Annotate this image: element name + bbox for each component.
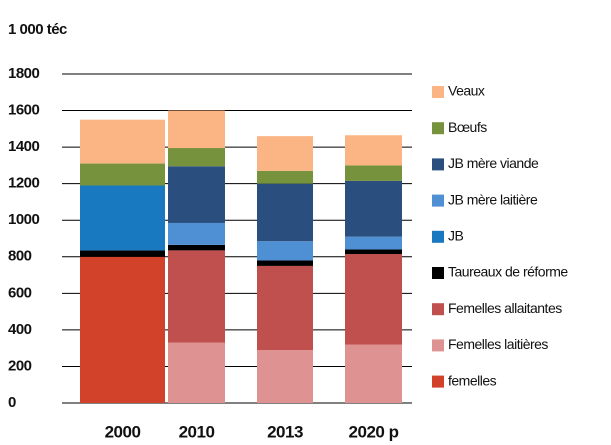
- legend-label: Taureaux de réforme: [448, 264, 568, 280]
- bar-segment: [168, 244, 225, 251]
- bar-segment: [345, 236, 402, 250]
- y-tick-label: 600: [8, 284, 32, 301]
- bar-segment: [257, 241, 313, 261]
- legend-swatch: [432, 122, 444, 135]
- legend-label: JB mère viande: [448, 155, 539, 171]
- bar-segment: [257, 170, 313, 184]
- y-tick-label: 1600: [8, 102, 40, 119]
- bar-segment: [80, 256, 165, 403]
- bar-segment: [257, 136, 313, 171]
- bar-segment: [345, 165, 402, 181]
- bar-segment: [168, 222, 225, 245]
- bar-segment: [168, 166, 225, 223]
- bar-segment: [80, 250, 165, 257]
- legend-swatch: [432, 158, 444, 171]
- bar-segment: [80, 163, 165, 186]
- legend-label: JB mère laitière: [448, 191, 538, 207]
- bar-segment: [345, 180, 402, 237]
- bar-segment: [168, 250, 225, 343]
- bar-segment: [345, 344, 402, 403]
- x-tick-label: 2020 p: [349, 422, 399, 441]
- y-tick-label: 200: [8, 357, 32, 374]
- legend-label: femelles: [448, 372, 497, 388]
- y-tick-label: 1400: [8, 138, 40, 155]
- y-tick-label: 0: [8, 394, 16, 411]
- legend: femelles Femelles laitières Femelles allai…: [432, 83, 569, 388]
- bar-segment: [168, 110, 225, 149]
- bar-segment: [257, 265, 313, 350]
- x-tick-label: 2000: [105, 422, 141, 441]
- x-tick-label: 2013: [267, 422, 303, 441]
- x-tick-label: 2010: [179, 422, 215, 441]
- y-tick-label: 1000: [8, 211, 40, 228]
- bar-segment: [80, 119, 165, 164]
- y-tick-label: 1200: [8, 175, 40, 192]
- y-tick-label: 400: [8, 321, 32, 338]
- legend-swatch: [432, 230, 444, 243]
- chart-title: 1 000 téc: [8, 21, 67, 38]
- legend-swatch: [432, 303, 444, 316]
- legend-label: Bœufs: [448, 119, 487, 135]
- y-tick-label: 1800: [8, 65, 40, 82]
- y-tick-label: 800: [8, 248, 32, 265]
- legend-swatch: [432, 86, 444, 98]
- bar-segment: [257, 183, 313, 242]
- bar-segment: [80, 185, 165, 251]
- legend-swatch: [432, 267, 444, 279]
- bar-segment: [168, 148, 225, 167]
- bar-segment: [168, 342, 225, 403]
- legend-label: Veaux: [448, 83, 485, 99]
- bar-segment: [345, 254, 402, 345]
- legend-label: Femelles allaitantes: [448, 300, 562, 316]
- bar-segment: [345, 135, 402, 166]
- legend-label: JB: [448, 228, 464, 244]
- bar-segment: [257, 349, 313, 403]
- legend-swatch: [432, 339, 444, 352]
- bar-segment: [257, 260, 313, 266]
- legend-swatch: [432, 194, 444, 207]
- legend-swatch: [432, 375, 444, 388]
- bar-segment: [345, 249, 402, 255]
- legend-label: Femelles laitières: [448, 336, 548, 352]
